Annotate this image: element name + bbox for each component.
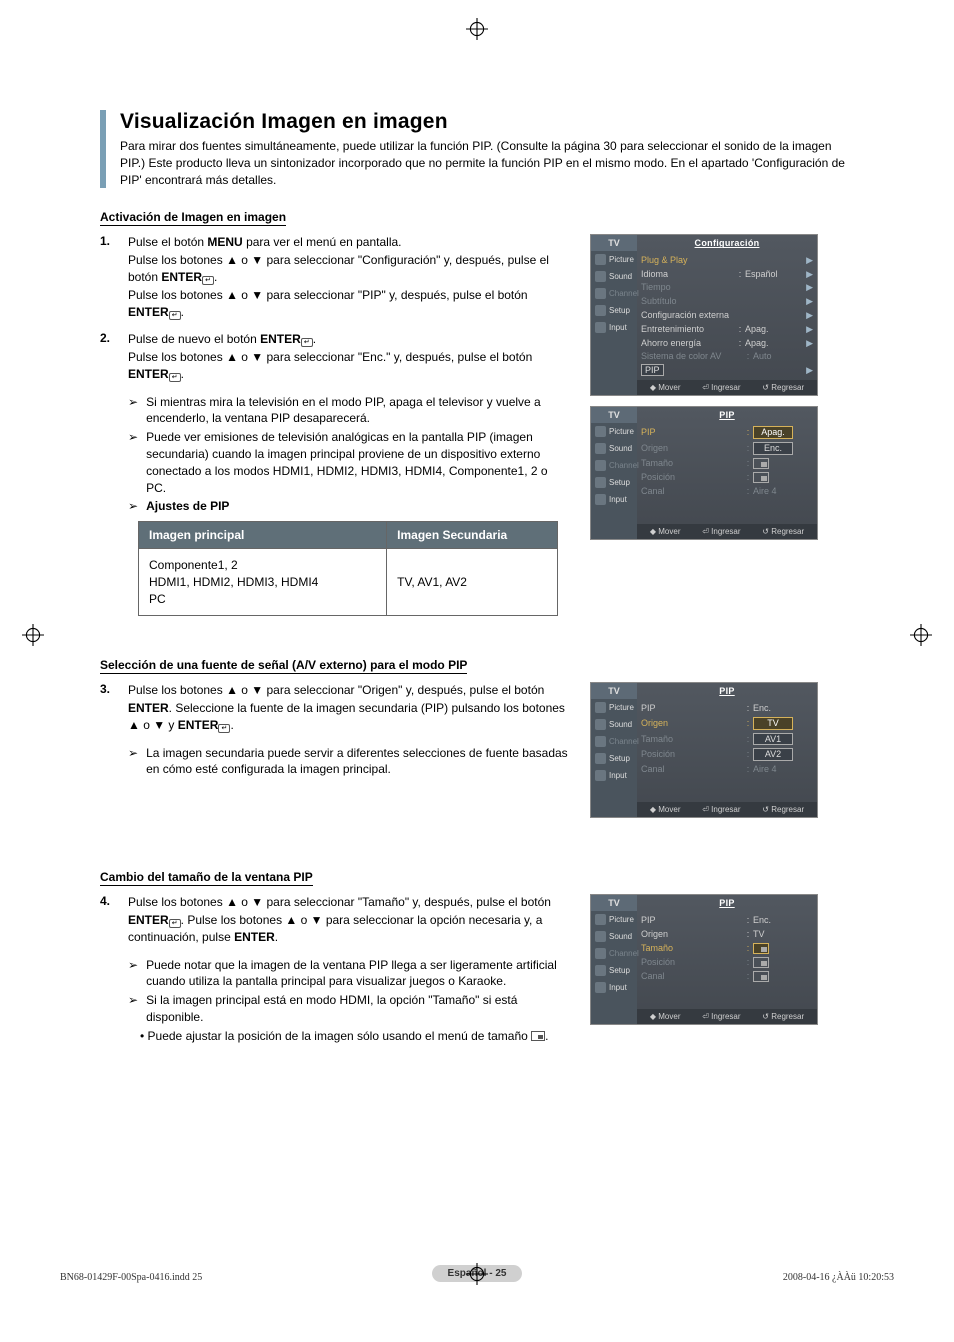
table-header: Imagen principal bbox=[139, 522, 387, 549]
setup-icon bbox=[595, 305, 606, 316]
input-icon bbox=[595, 494, 606, 505]
subhead-size: Cambio del tamaño de la ventana PIP bbox=[100, 870, 313, 886]
note: ➢Puede notar que la imagen de la ventana… bbox=[128, 957, 570, 991]
step-number: 2. bbox=[100, 331, 116, 383]
input-icon bbox=[595, 770, 606, 781]
input-icon bbox=[595, 322, 606, 333]
osd-screenshot-pip-tamano: TV PIP Picture Sound Channel Setup Input… bbox=[590, 894, 818, 1025]
input-icon bbox=[595, 982, 606, 993]
size-icon bbox=[753, 458, 769, 469]
channel-icon bbox=[595, 460, 606, 471]
enter-icon: ↵ bbox=[218, 724, 230, 733]
sound-icon bbox=[595, 931, 606, 942]
step-number: 1. bbox=[100, 234, 116, 321]
setup-icon bbox=[595, 477, 606, 488]
sound-icon bbox=[595, 271, 606, 282]
print-footer: BN68-01429F-00Spa-0416.indd 25 2008-04-1… bbox=[60, 1272, 894, 1283]
osd-screenshot-pip-origen: TV PIP Picture Sound Channel Setup Input… bbox=[590, 682, 818, 818]
subhead-activation: Activación de Imagen en imagen bbox=[100, 210, 286, 226]
registration-mark-icon bbox=[22, 624, 44, 646]
size-menu-icon bbox=[531, 1031, 545, 1041]
note-arrow-icon: ➢ bbox=[128, 957, 138, 991]
position-icon bbox=[753, 472, 769, 483]
size-option-icon bbox=[753, 943, 769, 954]
title-block: Visualización Imagen en imagen Para mira… bbox=[100, 110, 854, 188]
note-arrow-icon: ➢ bbox=[128, 394, 138, 428]
note-arrow-icon: ➢ bbox=[128, 745, 138, 779]
note: ➢Ajustes de PIP bbox=[128, 498, 570, 515]
intro-text: Para mirar dos fuentes simultáneamente, … bbox=[120, 138, 854, 188]
picture-icon bbox=[595, 914, 606, 925]
note: ➢Puede ver emisiones de televisión analó… bbox=[128, 429, 570, 496]
note-arrow-icon: ➢ bbox=[128, 992, 138, 1026]
osd-screenshot-configuracion: TV Configuración Picture Sound Channel S… bbox=[590, 234, 818, 395]
table-cell: Componente1, 2 HDMI1, HDMI2, HDMI3, HDMI… bbox=[139, 549, 387, 616]
sound-icon bbox=[595, 443, 606, 454]
step-body: Pulse los botones ▲ o ▼ para seleccionar… bbox=[128, 894, 570, 946]
table-header: Imagen Secundaria bbox=[387, 522, 558, 549]
subhead-source: Selección de una fuente de señal (A/V ex… bbox=[100, 658, 467, 674]
step-number: 4. bbox=[100, 894, 116, 946]
note: ➢Si mientras mira la televisión en el mo… bbox=[128, 394, 570, 428]
registration-mark-icon bbox=[910, 624, 932, 646]
sound-icon bbox=[595, 719, 606, 730]
step-number: 3. bbox=[100, 682, 116, 734]
note-arrow-icon: ➢ bbox=[128, 498, 138, 515]
note-sub: • Puede ajustar la posición de la imagen… bbox=[140, 1028, 570, 1045]
enter-icon: ↵ bbox=[202, 276, 214, 285]
enter-icon: ↵ bbox=[169, 373, 181, 382]
size-option-icon bbox=[753, 971, 769, 982]
registration-mark-icon bbox=[466, 18, 488, 40]
enter-icon: ↵ bbox=[301, 338, 313, 347]
setup-icon bbox=[595, 965, 606, 976]
channel-icon bbox=[595, 288, 606, 299]
osd-screenshot-pip-toggle: TV PIP Picture Sound Channel Setup Input… bbox=[590, 406, 818, 541]
picture-icon bbox=[595, 426, 606, 437]
note: ➢Si la imagen principal está en modo HDM… bbox=[128, 992, 570, 1026]
step-body: Pulse de nuevo el botón ENTER↵. Pulse lo… bbox=[128, 331, 570, 383]
note: ➢La imagen secundaria puede servir a dif… bbox=[128, 745, 570, 779]
table-cell: TV, AV1, AV2 bbox=[387, 549, 558, 616]
channel-icon bbox=[595, 948, 606, 959]
size-option-icon bbox=[753, 957, 769, 968]
picture-icon bbox=[595, 254, 606, 265]
step-body: Pulse el botón MENU para ver el menú en … bbox=[128, 234, 570, 321]
setup-icon bbox=[595, 753, 606, 764]
pip-settings-table: Imagen principal Imagen Secundaria Compo… bbox=[138, 521, 558, 616]
page-title: Visualización Imagen en imagen bbox=[120, 110, 854, 134]
picture-icon bbox=[595, 702, 606, 713]
channel-icon bbox=[595, 736, 606, 747]
note-arrow-icon: ➢ bbox=[128, 429, 138, 496]
enter-icon: ↵ bbox=[169, 311, 181, 320]
step-body: Pulse los botones ▲ o ▼ para seleccionar… bbox=[128, 682, 570, 734]
enter-icon: ↵ bbox=[169, 919, 181, 928]
